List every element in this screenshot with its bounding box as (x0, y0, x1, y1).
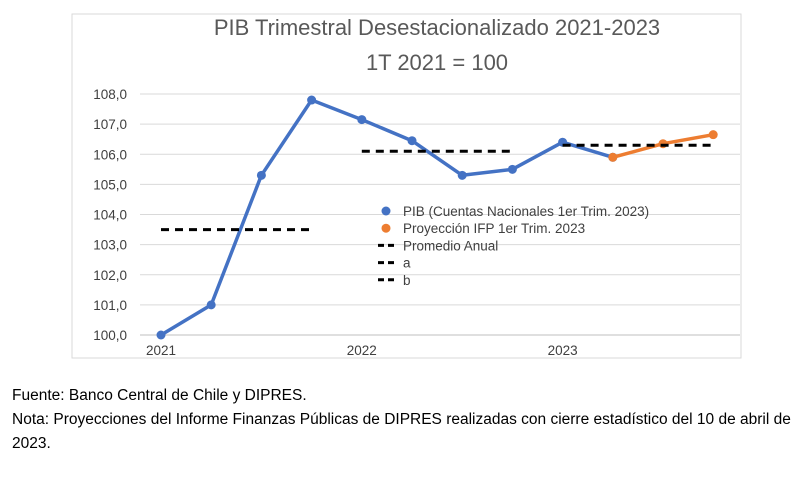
data-point (608, 152, 618, 162)
legend-swatch (381, 223, 391, 233)
y-tick-label: 101,0 (93, 298, 127, 313)
y-tick-label: 105,0 (93, 177, 127, 192)
y-tick-labels: 100,0 101,0 102,0 103,0 104,0 105,0 106,0 107,0… (93, 87, 127, 343)
x-tick-label: 2022 (347, 343, 377, 358)
y-tick-label: 103,0 (93, 238, 127, 253)
x-tick-labels: 2021 2022 2023 (146, 343, 578, 358)
data-point (708, 130, 718, 140)
data-point (307, 95, 317, 105)
data-point (407, 136, 417, 146)
footnotes: Fuente: Banco Central de Chile y DIPRES.… (12, 384, 792, 456)
chart: 100,0 101,0 102,0 103,0 104,0 105,0 106,0 107,0… (71, 13, 742, 359)
grid-layer (140, 93, 740, 336)
legend-entry: Promedio Anual (403, 238, 498, 253)
data-point (256, 170, 266, 180)
chart-frame (71, 13, 742, 359)
y-tick-label: 102,0 (93, 268, 127, 283)
legend-entry: PIB (Cuentas Nacionales 1er Trim. 2023) (403, 204, 649, 219)
x-tick-label: 2023 (548, 343, 578, 358)
legend-entry: Proyección IFP 1er Trim. 2023 (403, 221, 585, 236)
series-layer (156, 95, 718, 340)
y-tick-label: 106,0 (93, 147, 127, 162)
y-tick-label: 100,0 (93, 328, 127, 343)
series-line-0 (160, 98, 614, 337)
methodology-note: Nota: Proyecciones del Informe Finanzas … (12, 411, 791, 452)
data-point (156, 330, 166, 340)
x-tick-label: 2021 (146, 343, 176, 358)
legend-entry: b (403, 273, 411, 288)
chart-subtitle: 1T 2021 = 100 (366, 50, 508, 75)
data-point (357, 115, 367, 125)
legend: PIB (Cuentas Nacionales 1er Trim. 2023) P… (378, 204, 649, 288)
data-point (457, 170, 467, 180)
legend-swatch (381, 206, 391, 216)
y-tick-label: 108,0 (93, 87, 127, 102)
y-tick-label: 104,0 (93, 208, 127, 223)
data-point (507, 164, 517, 174)
y-tick-label: 107,0 (93, 117, 127, 132)
chart-title: PIB Trimestral Desestacionalizado 2021-2… (214, 15, 660, 40)
data-point (206, 300, 216, 310)
source-note: Fuente: Banco Central de Chile y DIPRES. (12, 387, 307, 404)
legend-entry: a (403, 256, 411, 271)
